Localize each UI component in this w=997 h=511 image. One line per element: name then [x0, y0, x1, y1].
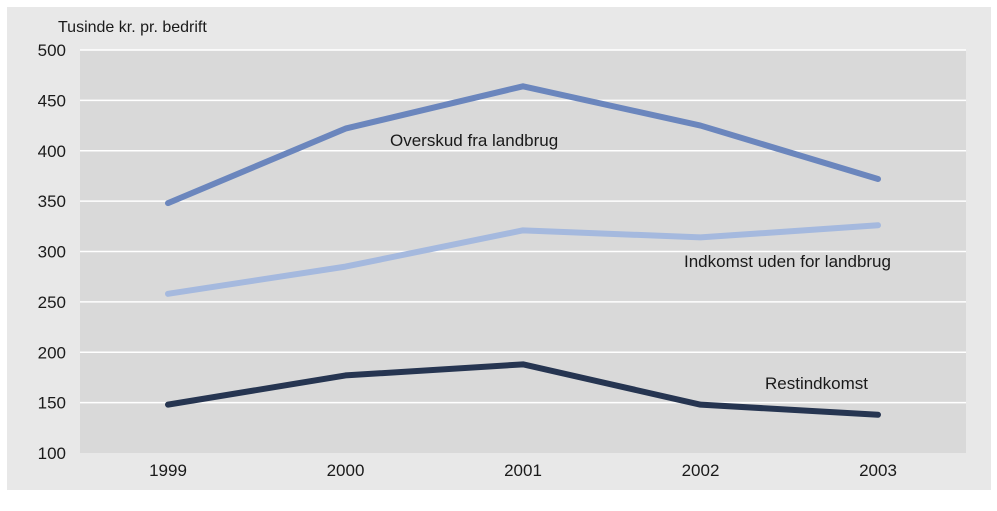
y-tick-label: 400: [38, 142, 66, 161]
series-line-restindkomst: [165, 361, 881, 418]
series-lines: [165, 83, 881, 418]
y-tick-label: 450: [38, 91, 66, 110]
x-tick-label: 2000: [327, 461, 365, 480]
y-tick-label: 300: [38, 243, 66, 262]
y-tick-label: 150: [38, 394, 66, 413]
x-axis-ticks: 1999 2000 2001 2002 2003: [149, 461, 897, 480]
y-axis-unit-label: Tusinde kr. pr. bedrift: [58, 19, 207, 36]
x-tick-label: 2003: [859, 461, 897, 480]
x-tick-label: 1999: [149, 461, 187, 480]
x-tick-label: 2002: [682, 461, 720, 480]
y-tick-label: 200: [38, 343, 66, 362]
y-tick-label: 100: [38, 444, 66, 463]
y-tick-label: 250: [38, 293, 66, 312]
y-tick-label: 500: [38, 41, 66, 60]
series-label-overskud: Overskud fra landbrug: [390, 131, 558, 150]
x-tick-label: 2001: [504, 461, 542, 480]
gridlines: [80, 49, 966, 404]
y-axis-ticks: 100 150 200 250 300 350 400 450 500: [38, 41, 66, 463]
series-label-indkomst: Indkomst uden for landbrug: [684, 252, 891, 271]
series-line-indkomst: [165, 222, 881, 297]
series-label-restindkomst: Restindkomst: [765, 374, 868, 393]
y-tick-label: 350: [38, 192, 66, 211]
series-line-overskud: [165, 83, 881, 207]
